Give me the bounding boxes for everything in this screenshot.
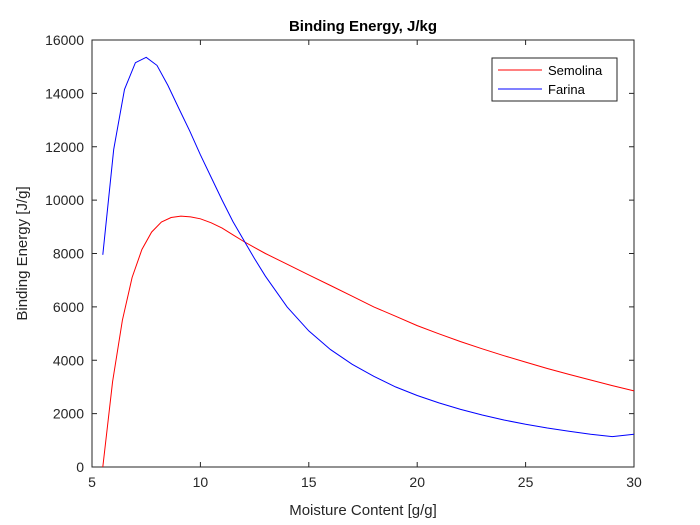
series-line-farina: [102, 56, 635, 438]
y-tick-label: 10000: [45, 192, 84, 208]
y-tick-label: 14000: [45, 85, 84, 101]
axis-ticks: 5 10 15 20 25 30 0 2000 4000 6000 8000 10000 12000 14…: [45, 32, 642, 490]
y-tick-label: 4000: [53, 352, 84, 368]
y-tick-label: 0: [76, 459, 84, 475]
x-axis-label: Moisture Content [g/g]: [289, 502, 437, 519]
x-tick-label: 15: [301, 474, 317, 490]
y-axis-label: Binding Energy [J/g]: [14, 186, 31, 320]
x-tick-label: 20: [409, 474, 425, 490]
x-tick-label: 30: [626, 474, 642, 490]
y-tick-label: 2000: [53, 406, 84, 422]
plot-area: [91, 39, 635, 468]
chart-title: Binding Energy, J/kg: [289, 18, 437, 35]
y-tick-label: 16000: [45, 32, 84, 48]
legend: Semolina Farina: [491, 57, 618, 102]
series-line-semolina: [102, 215, 635, 468]
x-tick-label: 10: [193, 474, 209, 490]
x-tick-label: 5: [88, 474, 96, 490]
y-tick-label: 6000: [53, 299, 84, 315]
x-tick-label: 25: [518, 474, 534, 490]
legend-label-farina: Farina: [548, 82, 586, 97]
series-lines: [102, 56, 635, 468]
y-tick-label: 8000: [53, 246, 84, 262]
legend-label-semolina: Semolina: [548, 63, 603, 78]
legend-box: [491, 57, 618, 102]
y-tick-label: 12000: [45, 139, 84, 155]
